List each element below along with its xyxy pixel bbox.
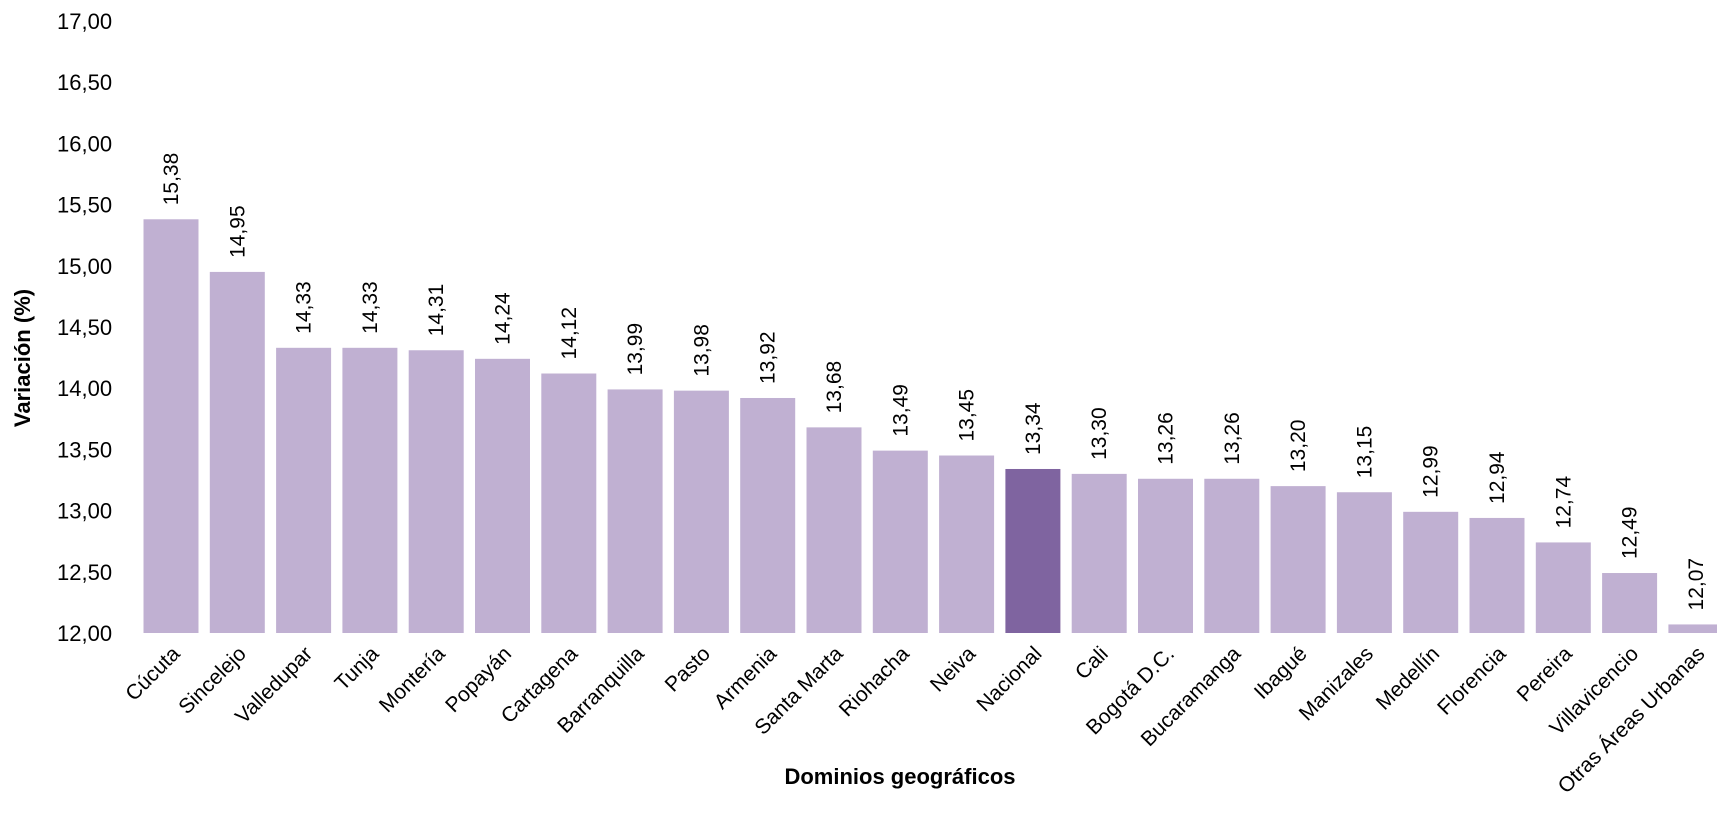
x-tick-label: Cali <box>1071 642 1113 684</box>
data-label: 13,26 <box>1221 412 1244 465</box>
y-tick-label: 15,50 <box>57 193 112 218</box>
data-label: 13,30 <box>1088 407 1111 460</box>
data-label: 12,07 <box>1685 558 1708 611</box>
x-tick-label: Montería <box>375 642 450 717</box>
bar <box>475 358 530 633</box>
data-label: 14,33 <box>293 281 316 334</box>
data-label: 13,15 <box>1353 426 1376 479</box>
data-label: 13,49 <box>889 384 912 437</box>
bar <box>1668 624 1717 633</box>
data-label: 13,92 <box>757 331 780 384</box>
y-tick-label: 12,50 <box>57 560 112 585</box>
y-tick-label: 16,50 <box>57 70 112 95</box>
x-tick-label: Nacional <box>972 642 1046 716</box>
data-labels: 15,38 14,95 14,33 14,33 14,31 14,24 14,12 13,99… <box>160 153 1708 611</box>
x-tick-label: Riohacha <box>835 642 914 721</box>
bar <box>806 427 862 633</box>
data-label: 12,74 <box>1552 476 1575 529</box>
bar <box>1138 478 1193 633</box>
y-tick-label: 16,00 <box>57 131 112 156</box>
data-label: 14,31 <box>425 284 448 337</box>
y-tick-label: 17,00 <box>57 9 112 34</box>
data-label: 13,34 <box>1022 402 1045 455</box>
y-tick-label: 14,00 <box>57 376 112 401</box>
data-label: 15,38 <box>160 153 183 206</box>
data-label: 14,33 <box>359 281 382 334</box>
x-tick-label: Florencia <box>1433 642 1511 720</box>
bar <box>1469 517 1525 633</box>
x-tick-label: Pasto <box>661 642 715 696</box>
x-tick-label: Cúcuta <box>121 642 185 706</box>
data-label: 13,45 <box>956 389 979 442</box>
bar <box>939 455 995 633</box>
data-label: 13,20 <box>1287 420 1310 473</box>
y-tick-label: 13,00 <box>57 499 112 524</box>
y-tick-label: 15,00 <box>57 254 112 279</box>
data-label: 13,99 <box>624 323 647 376</box>
data-label: 12,94 <box>1486 451 1509 504</box>
bar <box>673 390 729 633</box>
y-axis-title: Variación (%) <box>10 289 35 427</box>
bar <box>1535 542 1591 633</box>
data-label: 13,68 <box>823 361 846 414</box>
x-tick-label: Pereira <box>1513 642 1577 706</box>
data-label: 12,99 <box>1420 445 1443 498</box>
y-axis-ticks: 12,00 12,50 13,00 13,50 14,00 14,50 15,00 15,50… <box>57 9 112 646</box>
data-label: 13,26 <box>1155 412 1178 465</box>
bar <box>872 450 928 633</box>
x-tick-label: Tunja <box>331 642 384 695</box>
data-label: 14,24 <box>492 292 515 345</box>
bar <box>1071 473 1127 633</box>
bar <box>408 350 464 633</box>
bar <box>1602 573 1658 633</box>
bar <box>1403 511 1459 633</box>
bar <box>209 271 265 633</box>
bars <box>143 219 1717 633</box>
bar <box>342 347 398 633</box>
x-axis-title: Dominios geográficos <box>784 764 1015 789</box>
bar <box>607 389 663 633</box>
bar <box>1204 478 1260 633</box>
bar <box>143 219 199 633</box>
bar <box>276 347 332 633</box>
y-tick-label: 13,50 <box>57 437 112 462</box>
y-tick-label: 12,00 <box>57 621 112 646</box>
bar <box>740 397 796 633</box>
data-label: 12,49 <box>1619 506 1642 559</box>
bar <box>1336 492 1392 633</box>
bar <box>1270 486 1326 633</box>
data-label: 14,95 <box>226 205 249 258</box>
y-tick-label: 14,50 <box>57 315 112 340</box>
data-label: 14,12 <box>558 307 581 360</box>
x-tick-label: Ibagué <box>1250 642 1312 704</box>
bar <box>1005 468 1061 633</box>
bar <box>541 373 597 633</box>
data-label: 13,98 <box>690 324 713 377</box>
x-tick-label: Neiva <box>926 642 980 696</box>
